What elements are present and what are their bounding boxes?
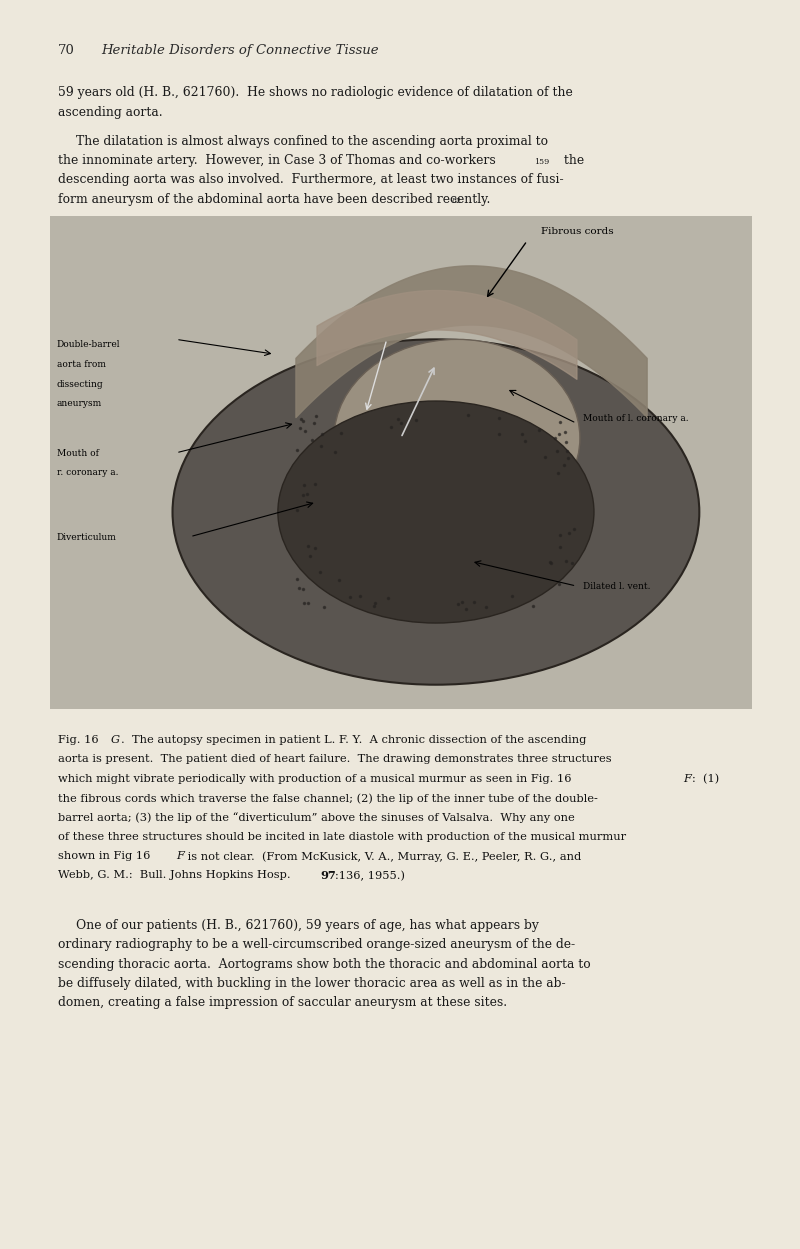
Text: the innominate artery.  However, in Case 3 of Thomas and co-workers: the innominate artery. However, in Case … [58, 154, 495, 167]
Text: ascending aorta.: ascending aorta. [58, 106, 162, 119]
Text: descending aorta was also involved.  Furthermore, at least two instances of fusi: descending aorta was also involved. Furt… [58, 174, 563, 186]
Text: 70: 70 [58, 44, 74, 56]
Text: is not clear.  (From McKusick, V. A., Murray, G. E., Peeler, R. G., and: is not clear. (From McKusick, V. A., Mur… [184, 851, 582, 862]
Text: Diverticulum: Diverticulum [57, 532, 117, 542]
Text: The dilatation is almost always confined to the ascending aorta proximal to: The dilatation is almost always confined… [76, 135, 548, 147]
Text: aorta from: aorta from [57, 360, 106, 368]
Text: Dilated l. vent.: Dilated l. vent. [583, 582, 651, 591]
Text: scending thoracic aorta.  Aortograms show both the thoracic and abdominal aorta : scending thoracic aorta. Aortograms show… [58, 958, 590, 970]
Text: aorta is present.  The patient died of heart failure.  The drawing demonstrates : aorta is present. The patient died of he… [58, 754, 611, 764]
Text: F: F [683, 773, 691, 783]
Ellipse shape [173, 340, 699, 684]
Text: Fig. 16: Fig. 16 [58, 734, 98, 744]
Text: Heritable Disorders of Connective Tissue: Heritable Disorders of Connective Tissue [102, 44, 379, 56]
Text: F: F [176, 851, 184, 861]
Text: r. coronary a.: r. coronary a. [57, 468, 118, 477]
Text: 59 years old (H. B., 621760).  He shows no radiologic evidence of dilatation of : 59 years old (H. B., 621760). He shows n… [58, 86, 572, 100]
Text: Double-barrel: Double-barrel [57, 340, 120, 350]
Text: aneurysm: aneurysm [57, 400, 102, 408]
Text: 82: 82 [451, 196, 462, 205]
Text: Webb, G. M.:  Bull. Johns Hopkins Hosp.: Webb, G. M.: Bull. Johns Hopkins Hosp. [58, 871, 296, 881]
Text: form aneurysm of the abdominal aorta have been described recently.: form aneurysm of the abdominal aorta hav… [58, 192, 490, 206]
Text: :136, 1955.): :136, 1955.) [335, 871, 405, 881]
Text: ordinary radiography to be a well-circumscribed orange-sized aneurysm of the de-: ordinary radiography to be a well-circum… [58, 938, 574, 952]
Ellipse shape [278, 401, 594, 623]
Text: .  The autopsy specimen in patient L. F. Y.  A chronic dissection of the ascendi: . The autopsy specimen in patient L. F. … [121, 734, 586, 744]
Text: :  (1): : (1) [692, 773, 719, 784]
Ellipse shape [334, 340, 580, 537]
Text: which might vibrate periodically with production of a musical murmur as seen in : which might vibrate periodically with pr… [58, 773, 571, 783]
Text: the: the [560, 154, 584, 167]
Text: 159: 159 [534, 157, 549, 166]
Text: 97: 97 [320, 871, 336, 882]
Bar [50, 216, 752, 709]
Text: dissecting: dissecting [57, 380, 103, 388]
Text: One of our patients (H. B., 621760), 59 years of age, has what appears by: One of our patients (H. B., 621760), 59 … [76, 919, 539, 932]
Text: of these three structures should be incited in late diastole with production of : of these three structures should be inci… [58, 832, 626, 842]
Text: shown in Fig 16: shown in Fig 16 [58, 851, 150, 861]
Text: Mouth of: Mouth of [57, 448, 98, 457]
Text: be diffusely dilated, with buckling in the lower thoracic area as well as in the: be diffusely dilated, with buckling in t… [58, 977, 566, 990]
Text: Fibrous cords: Fibrous cords [542, 227, 614, 236]
Text: barrel aorta; (3) the lip of the “diverticulum” above the sinuses of Valsalva.  : barrel aorta; (3) the lip of the “divert… [58, 812, 574, 823]
Text: the fibrous cords which traverse the false channel; (2) the lip of the inner tub: the fibrous cords which traverse the fal… [58, 793, 598, 803]
Text: Mouth of l. coronary a.: Mouth of l. coronary a. [583, 415, 689, 423]
Text: domen, creating a false impression of saccular aneurysm at these sites.: domen, creating a false impression of sa… [58, 997, 506, 1009]
Text: G: G [110, 734, 119, 744]
